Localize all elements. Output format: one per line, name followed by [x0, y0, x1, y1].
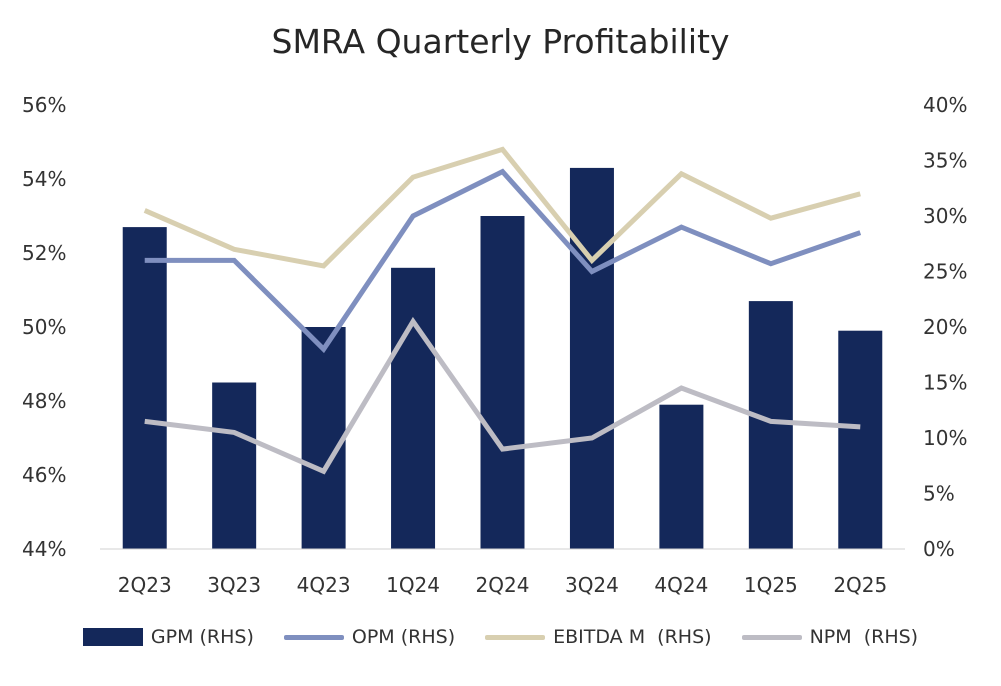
category-label: 2Q23	[118, 573, 172, 597]
gpm-bar	[391, 267, 436, 549]
opm-line	[144, 168, 862, 354]
right-tick-label: 30%	[923, 204, 967, 228]
npm-line	[144, 316, 861, 475]
right-tick-label: 35%	[923, 149, 967, 173]
gpm-bar	[480, 216, 525, 549]
right-tick-label: 15%	[923, 371, 967, 395]
legend-swatch	[82, 628, 143, 646]
left-tick-label: 44%	[22, 537, 66, 561]
gpm-bar	[659, 404, 704, 549]
legend-item: EBITDA M (RHS)	[485, 626, 712, 648]
chart-title: SMRA Quarterly Profitability	[271, 22, 730, 61]
category-label: 2Q25	[833, 573, 887, 597]
gpm-bar	[212, 382, 257, 549]
category-label: 2Q24	[476, 573, 530, 597]
gpm-bar	[748, 301, 793, 549]
right-tick-label: 20%	[923, 315, 967, 339]
left-tick-label: 56%	[22, 93, 66, 117]
legend: GPM (RHS) OPM (RHS) EBITDA M (RHS) NPM (RHS…	[0, 626, 1001, 648]
line-layer	[143, 146, 862, 475]
legend-swatch	[283, 634, 344, 640]
right-tick-label: 25%	[923, 260, 967, 284]
legend-label: GPM (RHS)	[150, 626, 254, 648]
category-label: 4Q24	[654, 573, 708, 597]
ebitda-line	[143, 146, 861, 269]
category-label: 3Q24	[565, 573, 619, 597]
legend-label: NPM (RHS)	[809, 626, 919, 648]
right-tick-label: 5%	[923, 482, 955, 506]
category-label: 1Q24	[386, 573, 440, 597]
gpm-bar	[301, 327, 346, 549]
left-tick-label: 48%	[22, 389, 66, 413]
right-axis: 0% 5% 10% 15% 20% 25% 30% 35% 40%	[923, 93, 967, 561]
x-axis: 2Q23 3Q23 4Q23 1Q24 2Q24 3Q24 4Q24 1Q25 2Q25	[118, 573, 887, 597]
right-tick-label: 10%	[923, 426, 967, 450]
gpm-bar	[569, 167, 614, 549]
legend-label: OPM (RHS)	[351, 626, 456, 648]
left-axis: 44% 46% 48% 50% 52% 54% 56%	[22, 93, 66, 561]
legend-item: OPM (RHS)	[283, 626, 456, 648]
legend-swatch	[485, 634, 546, 640]
category-label: 1Q25	[744, 573, 798, 597]
gpm-bar	[122, 227, 167, 549]
right-tick-label: 40%	[923, 93, 967, 117]
legend-item: NPM (RHS)	[741, 626, 919, 648]
left-tick-label: 52%	[22, 241, 66, 265]
left-tick-label: 50%	[22, 315, 66, 339]
bar-layer	[122, 167, 883, 549]
left-tick-label: 54%	[22, 167, 66, 191]
legend-label: EBITDA M (RHS)	[553, 626, 712, 648]
legend-item: GPM (RHS)	[82, 626, 254, 648]
legend-swatch	[741, 634, 802, 640]
category-label: 3Q23	[207, 573, 261, 597]
right-tick-label: 0%	[923, 537, 955, 561]
gpm-bar	[838, 330, 883, 549]
category-label: 4Q23	[297, 573, 351, 597]
left-tick-label: 46%	[22, 463, 66, 487]
